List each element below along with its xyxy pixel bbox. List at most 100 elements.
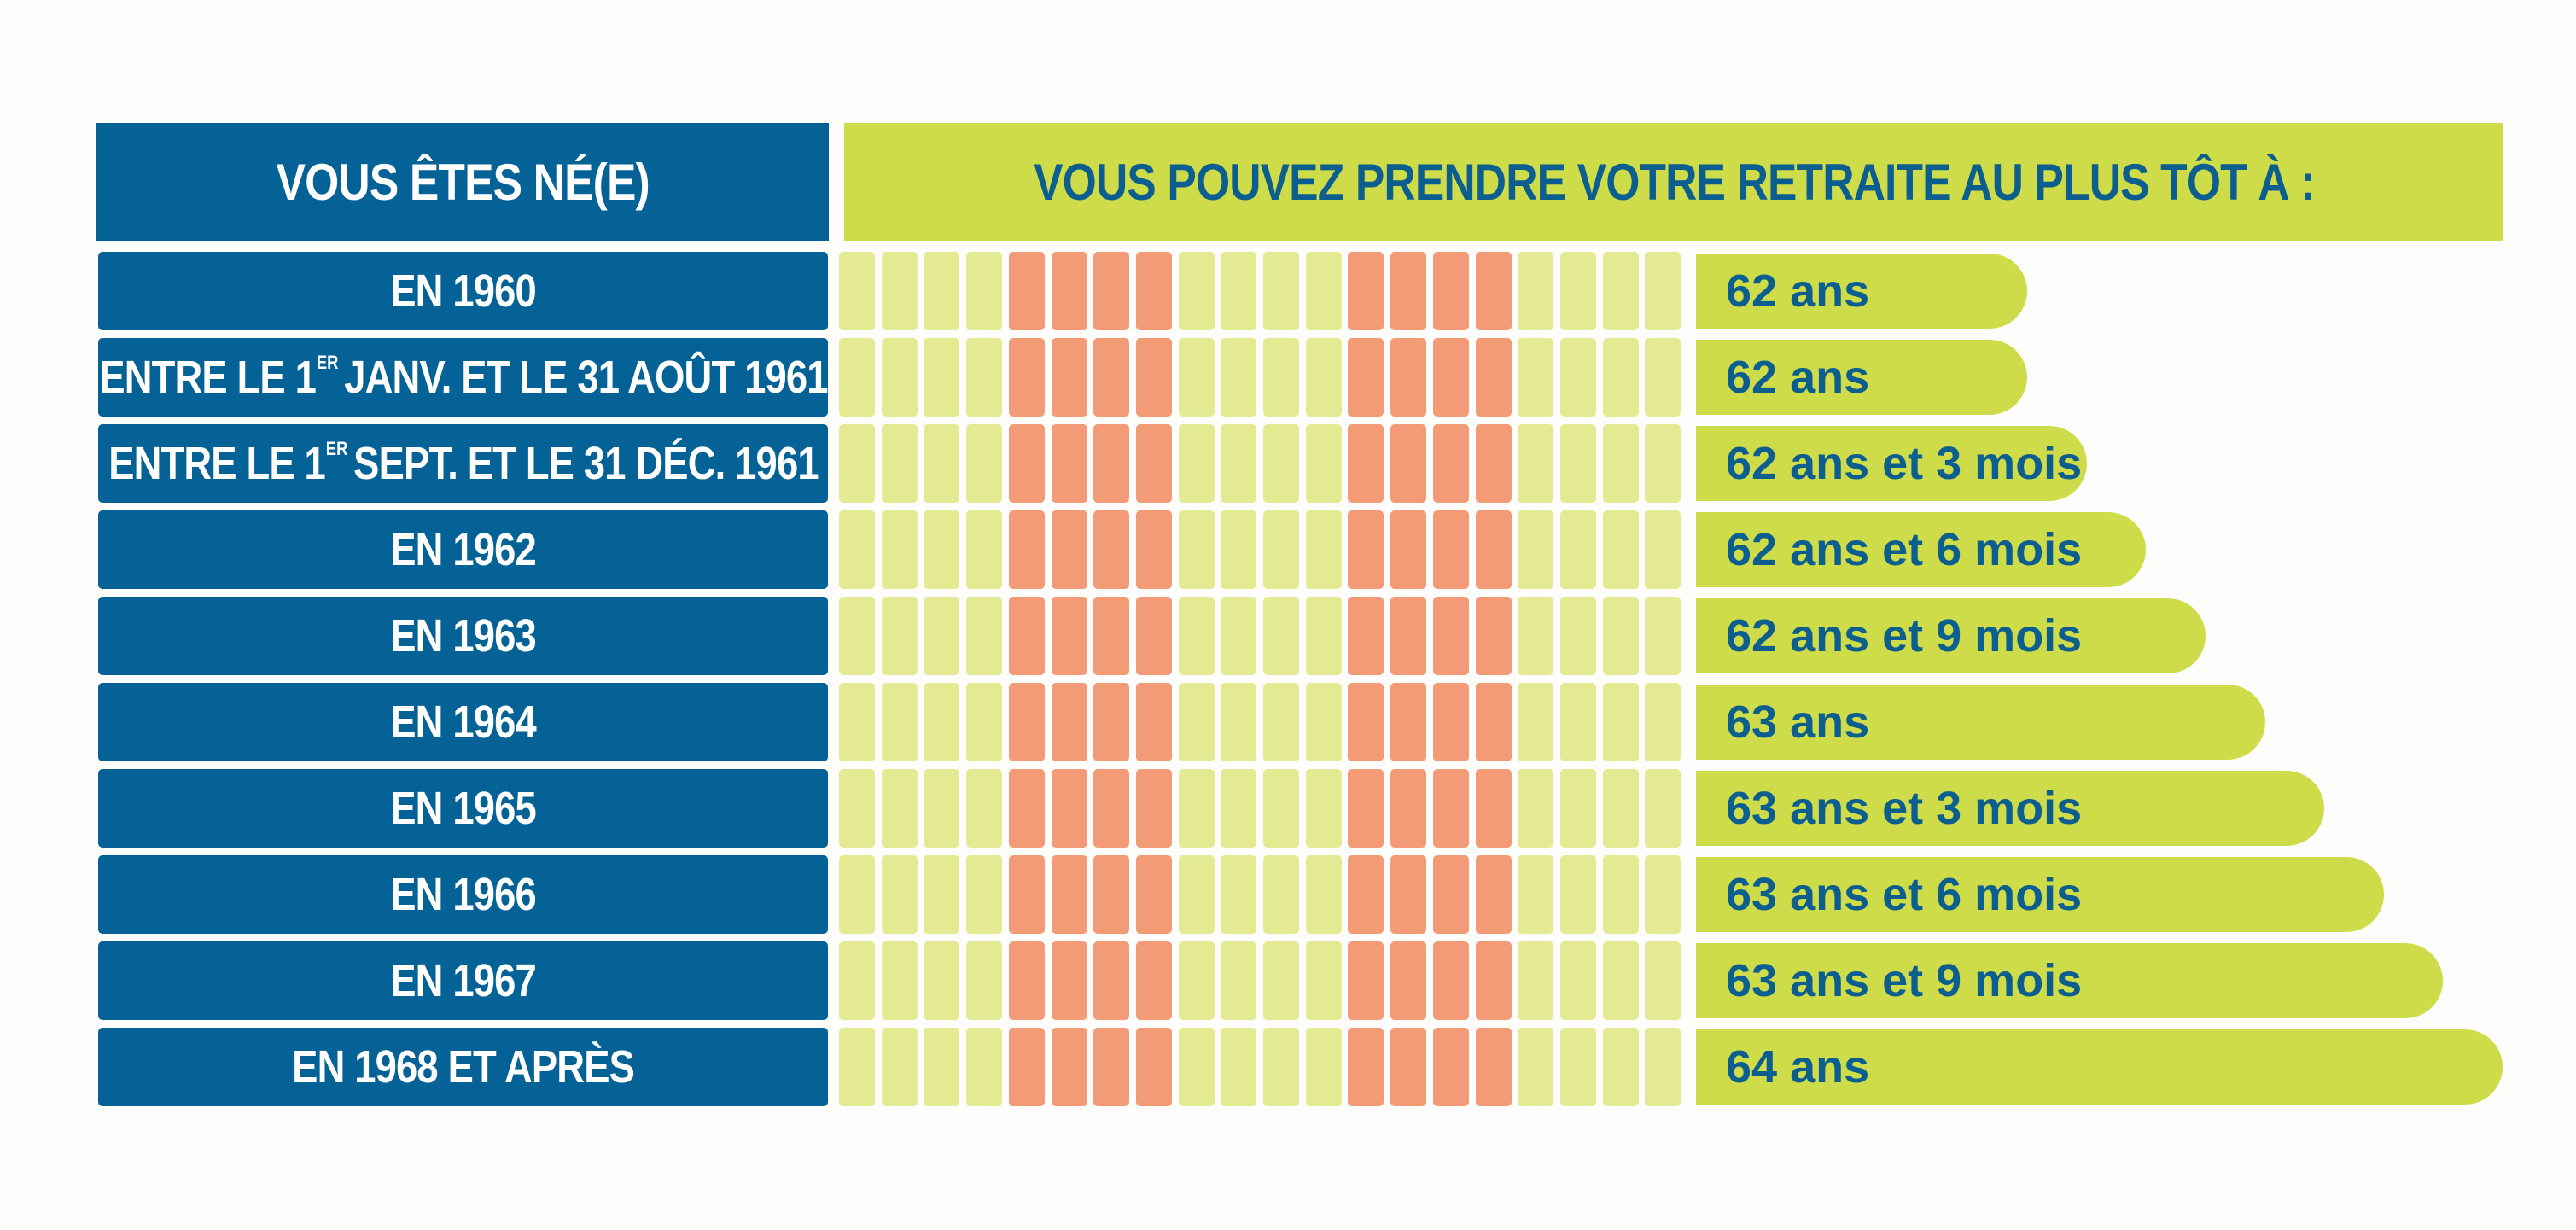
birth-period-label: EN 1962 (98, 510, 828, 589)
grid-cell-orange (1433, 941, 1469, 1020)
birth-period-text: EN 1968 ET APRÈS (292, 1041, 635, 1093)
grid-cell-light (1306, 252, 1342, 330)
birth-period-rest: SEPT. ET LE 31 DÉC. 1961 (353, 438, 819, 489)
age-bar (1696, 512, 2146, 587)
grid-cell-orange (1136, 769, 1172, 848)
age-label: 62 ans (1726, 352, 1870, 403)
grid-cell-light (839, 338, 875, 417)
header-birth-period: VOUS ÊTES NÉ(E) (96, 123, 829, 241)
grid-cell-orange (1009, 769, 1045, 848)
grid-cell-light (1179, 769, 1215, 848)
grid-cell-orange (1052, 941, 1087, 1020)
grid-cell-light (839, 941, 875, 1020)
grid-cell-light (839, 597, 875, 675)
grid-cell-orange (1136, 855, 1172, 934)
grid-cell-light (1221, 597, 1256, 675)
grid-cell-light (1179, 338, 1215, 417)
grid-cell-orange (1136, 252, 1172, 330)
grid-cell-light (1306, 683, 1342, 761)
age-bar (1696, 254, 2027, 329)
grid-cell-orange (1093, 941, 1129, 1020)
birth-period-label: EN 1963 (98, 597, 828, 675)
grid-cell-light (966, 338, 1002, 417)
grid-cell-orange (1093, 510, 1129, 589)
grid-cell-light (1263, 769, 1299, 848)
ordinal-suffix: ER (316, 352, 339, 373)
grid-cell-light (1263, 941, 1299, 1020)
grid-cell-light (1306, 424, 1342, 503)
grid-cell-orange (1476, 941, 1512, 1020)
grid-cell-orange (1476, 252, 1512, 330)
grid-cell-light (1645, 769, 1681, 848)
grid-cell-orange (1433, 338, 1469, 417)
grid-cell-light (1645, 855, 1681, 934)
grid-cell-orange (1433, 252, 1469, 330)
grid-cell-light (1560, 769, 1596, 848)
grid-cell-orange (1093, 769, 1129, 848)
grid-cell-light (966, 769, 1002, 848)
grid-cell-light (1518, 597, 1553, 675)
grid-cell-light (1518, 338, 1553, 417)
grid-cell-orange (1009, 424, 1045, 503)
grid-cell-orange (1009, 855, 1045, 934)
grid-cell-light (1518, 252, 1553, 330)
grid-cell-orange (1390, 510, 1426, 589)
grid-cell-orange (1476, 683, 1512, 761)
grid-cell-light (1179, 683, 1215, 761)
age-bar (1696, 1029, 2503, 1105)
grid-cell-light (1306, 941, 1342, 1020)
grid-cell-orange (1348, 510, 1384, 589)
age-bar (1696, 771, 2324, 846)
grid-cell-light (882, 683, 918, 761)
grid-cell-orange (1136, 510, 1172, 589)
grid-cell-orange (1136, 683, 1172, 761)
grid-cell-light (1263, 683, 1299, 761)
grid-cell-orange (1052, 769, 1087, 848)
age-label: 63 ans et 9 mois (1726, 955, 2083, 1006)
grid-cell-orange (1390, 941, 1426, 1020)
birth-period-main: EN 1967 (390, 955, 536, 1006)
age-label: 63 ans et 3 mois (1726, 783, 2083, 834)
grid-cell-light (1560, 510, 1596, 589)
birth-period-text: EN 1960 (390, 265, 536, 318)
grid-cell-orange (1433, 855, 1469, 934)
grid-cell-orange (1348, 941, 1384, 1020)
grid-cell-light (1221, 769, 1256, 848)
grid-cell-orange (1052, 1028, 1087, 1106)
grid-cell-light (1221, 683, 1256, 761)
grid-cell-light (924, 941, 959, 1020)
birth-period-text: EN 1964 (390, 696, 536, 749)
grid-cell-orange (1390, 338, 1426, 417)
grid-cell-orange (1390, 769, 1426, 848)
grid-cell-light (1221, 1028, 1256, 1106)
grid-cell-light (1221, 941, 1256, 1020)
grid-cell-orange (1093, 855, 1129, 934)
grid-cell-orange (1093, 683, 1129, 761)
grid-cell-light (882, 855, 918, 934)
birth-period-main: ENTRE LE 1 (108, 438, 326, 489)
grid-cell-light (966, 252, 1002, 330)
grid-cell-light (924, 683, 959, 761)
grid-cell-light (839, 510, 875, 589)
grid-cell-light (839, 424, 875, 503)
grid-cell-orange (1052, 510, 1087, 589)
grid-cell-light (966, 683, 1002, 761)
birth-period-text: EN 1967 (390, 954, 536, 1007)
grid-cell-light (839, 855, 875, 934)
grid-cell-light (882, 769, 918, 848)
grid-cell-light (882, 941, 918, 1020)
grid-cell-light (1179, 597, 1215, 675)
age-bar (1696, 857, 2384, 932)
grid-cell-light (1645, 338, 1681, 417)
grid-cell-orange (1476, 424, 1512, 503)
grid-cell-orange (1009, 252, 1045, 330)
grid-cell-light (1263, 424, 1299, 503)
age-label: 63 ans et 6 mois (1726, 869, 2083, 920)
age-label: 64 ans (1726, 1041, 1870, 1093)
age-bar (1696, 426, 2087, 501)
birth-period-label: EN 1965 (98, 769, 828, 848)
grid-cell-orange (1476, 1028, 1512, 1106)
grid-cell-orange (1052, 424, 1087, 503)
grid-cell-light (1560, 597, 1596, 675)
grid-cell-light (1306, 769, 1342, 848)
